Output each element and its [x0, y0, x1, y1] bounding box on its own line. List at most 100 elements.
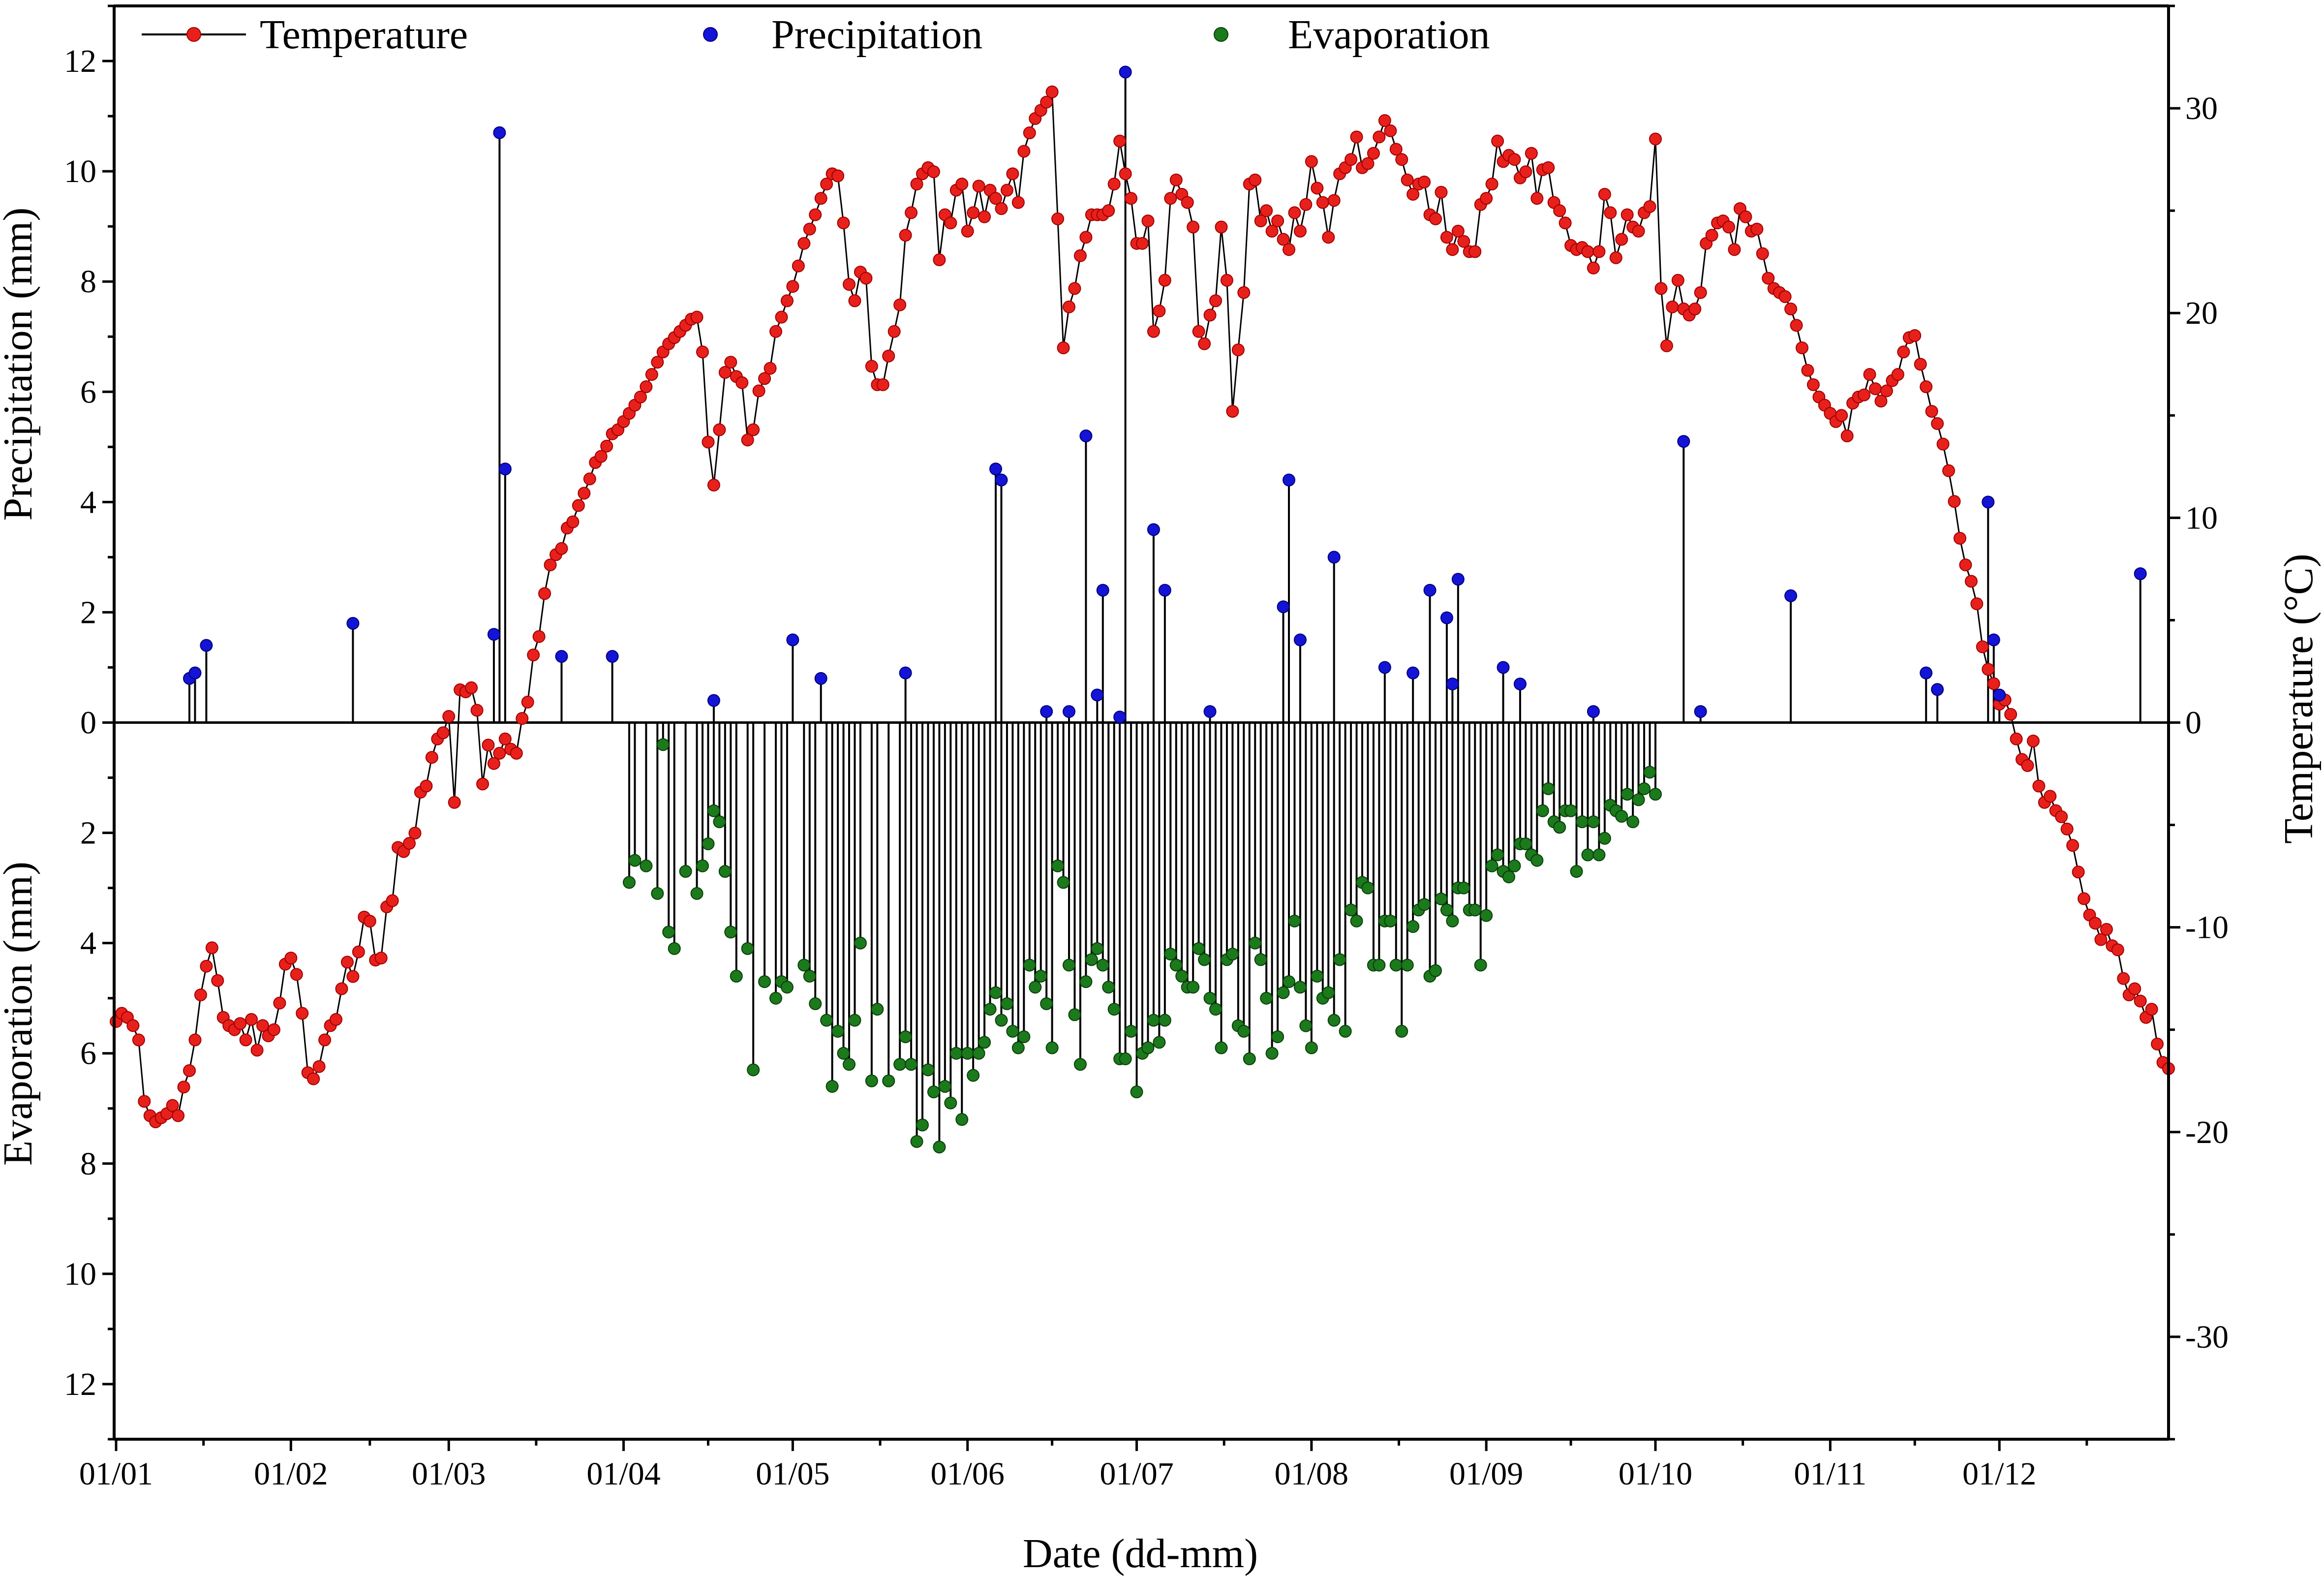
precipitation-point	[1378, 661, 1391, 674]
evaporation-point	[769, 991, 782, 1005]
temperature-point	[1220, 274, 1233, 287]
left-tick-label: 4	[80, 484, 96, 520]
evaporation-point	[1051, 859, 1065, 872]
temperature-point	[1790, 319, 1803, 332]
precipitation-point	[1079, 429, 1093, 442]
evaporation-point	[1474, 958, 1487, 972]
temperature-point	[330, 1013, 342, 1026]
temperature-point	[1327, 194, 1341, 207]
right-tick-label: 10	[2185, 500, 2218, 536]
temperature-point	[1367, 147, 1380, 160]
temperature-point	[1806, 378, 1820, 391]
temperature-point	[1925, 404, 1938, 418]
temperature-point	[1113, 134, 1127, 148]
precipitation-point	[1931, 683, 1944, 696]
temperature-point	[516, 712, 529, 725]
temperature-point	[831, 169, 845, 183]
temperature-point	[1429, 212, 1442, 225]
evaporation-point	[1345, 903, 1358, 917]
temperature-point	[1908, 329, 1922, 342]
evaporation-point	[1277, 986, 1290, 999]
evaporation-point	[1073, 1058, 1087, 1071]
temperature-point	[1395, 153, 1408, 166]
temperature-point	[1361, 157, 1375, 170]
legend-temperature-label: Temperature	[260, 12, 468, 58]
legend-precipitation-marker-icon	[703, 27, 718, 42]
legend-evaporation-label: Evaporation	[1288, 12, 1490, 58]
evaporation-point	[1322, 986, 1335, 999]
temperature-point	[792, 259, 805, 273]
temperature-point	[1389, 143, 1403, 156]
temperature-point	[967, 206, 980, 219]
temperature-point	[403, 837, 416, 850]
evaporation-point	[910, 1135, 923, 1148]
temperature-point	[1147, 325, 1160, 338]
temperature-point	[312, 1060, 326, 1073]
evaporation-point	[1327, 1014, 1341, 1027]
evaporation-point	[1045, 1041, 1059, 1054]
temperature-point	[1063, 300, 1075, 313]
temperature-point	[1553, 204, 1566, 217]
evaporation-axis-title: Evaporation (mm)	[0, 862, 41, 1166]
evaporation-point	[1553, 821, 1566, 834]
temperature-point	[2078, 892, 2091, 905]
temperature-point	[1198, 337, 1211, 350]
temperature-point	[645, 368, 658, 381]
temperature-point	[1874, 395, 1888, 408]
evaporation-stems	[628, 722, 1656, 1147]
precipitation-point	[1283, 473, 1295, 487]
temperature-point	[1840, 429, 1854, 442]
evaporation-point	[837, 1047, 850, 1060]
temperature-point	[425, 751, 438, 764]
precipitation-point	[1119, 65, 1132, 79]
temperature-point	[1581, 245, 1594, 258]
temperature-point	[420, 779, 433, 793]
temperature-point	[2004, 708, 2018, 721]
temperature-axis-title: Temperature (°C)	[2276, 554, 2322, 844]
evaporation-point	[1480, 909, 1493, 922]
evaporation-point	[1271, 1030, 1284, 1044]
temperature-point	[1931, 417, 1944, 430]
temperature-point	[1187, 220, 1200, 234]
temperature-point	[335, 982, 348, 995]
evaporation-point	[718, 865, 732, 878]
evaporation-point	[1311, 969, 1324, 983]
temperature-point	[1209, 294, 1222, 308]
temperature-point	[961, 224, 974, 238]
temperature-point	[1277, 233, 1290, 246]
temperature-point	[2094, 933, 2108, 946]
temperature-point	[651, 356, 664, 369]
temperature-point	[1485, 178, 1498, 191]
temperature-point	[1801, 364, 1814, 377]
evaporation-point	[1395, 1024, 1408, 1038]
temperature-point	[1125, 192, 1138, 205]
temperature-point	[482, 739, 495, 752]
temperature-point	[1632, 224, 1645, 238]
temperature-point	[741, 433, 754, 447]
evaporation-point	[893, 1058, 907, 1071]
temperature-point	[1068, 282, 1081, 295]
right-tick-label: -30	[2185, 1319, 2229, 1355]
x-tick-label: 01/02	[254, 1456, 328, 1492]
temperature-point	[1345, 153, 1358, 166]
evaporation-point	[1536, 804, 1549, 817]
temperature-point	[1948, 495, 1961, 508]
evaporation-point	[628, 854, 642, 867]
temperature-point	[544, 558, 557, 572]
temperature-point	[1480, 192, 1493, 205]
temperature-point	[640, 380, 653, 394]
temperature-point	[166, 1099, 179, 1112]
temperature-point	[234, 1017, 247, 1030]
temperature-point	[1249, 173, 1262, 186]
temperature-point	[1023, 126, 1036, 140]
temperature-point	[1987, 677, 2000, 690]
temperature-point	[1525, 147, 1538, 160]
temperature-point	[205, 941, 218, 955]
temperature-point	[989, 192, 1002, 205]
evaporation-point	[696, 859, 709, 872]
evaporation-point	[1457, 881, 1470, 895]
evaporation-point	[1440, 903, 1453, 917]
temperature-point	[1880, 384, 1893, 398]
evaporation-point	[1446, 914, 1459, 927]
evaporation-point	[1564, 804, 1578, 817]
